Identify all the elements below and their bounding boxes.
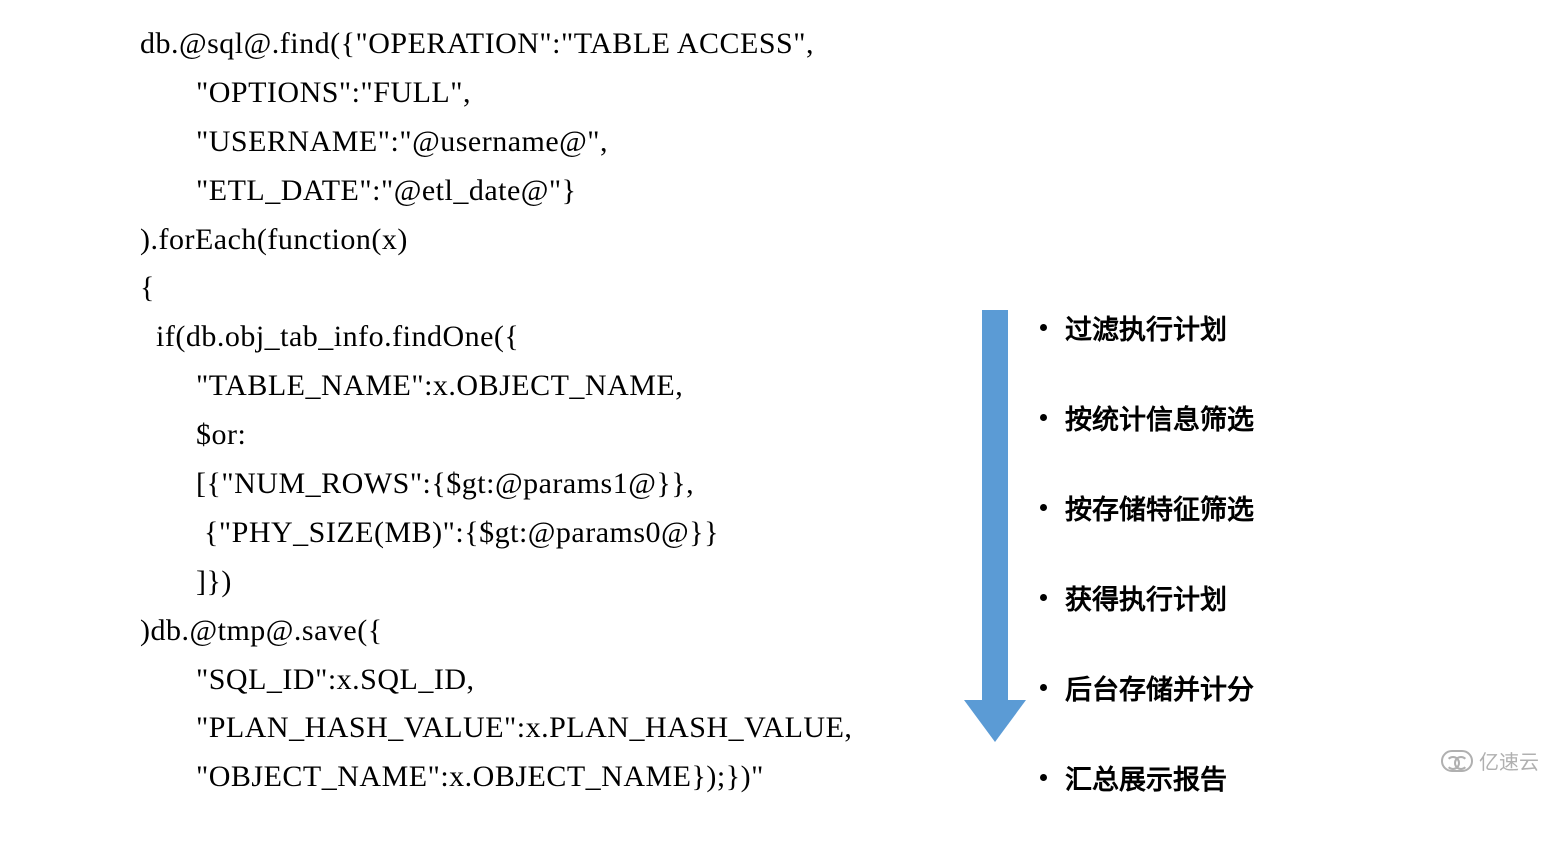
arrow-shaft <box>982 310 1008 705</box>
code-line: )db.@tmp@.save({ <box>140 614 383 647</box>
step-label: 按统计信息筛选 <box>1065 398 1254 437</box>
step-label: 过滤执行计划 <box>1065 308 1227 347</box>
code-line: { <box>140 271 155 304</box>
step-item: 获得执行计划 <box>1040 578 1254 617</box>
code-line: ).forEach(function(x) <box>140 223 408 256</box>
code-line: "PLAN_HASH_VALUE":x.PLAN_HASH_VALUE, <box>140 711 852 744</box>
code-line: $or: <box>140 418 246 451</box>
code-line: {"PHY_SIZE(MB)":{$gt:@params0@}} <box>140 516 719 549</box>
bullet-icon <box>1040 504 1047 511</box>
step-label: 后台存储并计分 <box>1065 668 1254 707</box>
code-line: "TABLE_NAME":x.OBJECT_NAME, <box>140 369 683 402</box>
steps-list: 过滤执行计划 按统计信息筛选 按存储特征筛选 获得执行计划 后台存储并计分 汇总… <box>1040 308 1254 848</box>
watermark: 亿速云 <box>1441 746 1539 775</box>
step-item: 按统计信息筛选 <box>1040 398 1254 437</box>
code-line: "OBJECT_NAME":x.OBJECT_NAME});})" <box>140 760 764 793</box>
bullet-icon <box>1040 774 1047 781</box>
code-line: db.@sql@.find({"OPERATION":"TABLE ACCESS… <box>140 27 814 60</box>
bullet-icon <box>1040 684 1047 691</box>
code-line: [{"NUM_ROWS":{$gt:@params1@}}, <box>140 467 694 500</box>
step-item: 汇总展示报告 <box>1040 758 1254 797</box>
step-item: 按存储特征筛选 <box>1040 488 1254 527</box>
watermark-text: 亿速云 <box>1479 746 1539 775</box>
bullet-icon <box>1040 414 1047 421</box>
code-line: "OPTIONS":"FULL", <box>140 76 471 109</box>
step-item: 后台存储并计分 <box>1040 668 1254 707</box>
code-block: db.@sql@.find({"OPERATION":"TABLE ACCESS… <box>140 20 852 802</box>
step-label: 按存储特征筛选 <box>1065 488 1254 527</box>
step-label: 获得执行计划 <box>1065 578 1227 617</box>
cloud-icon <box>1441 750 1473 772</box>
step-label: 汇总展示报告 <box>1065 758 1227 797</box>
flow-arrow <box>970 310 1020 740</box>
bullet-icon <box>1040 324 1047 331</box>
code-line: ]}) <box>140 565 232 598</box>
bullet-icon <box>1040 594 1047 601</box>
code-line: "SQL_ID":x.SQL_ID, <box>140 663 475 696</box>
code-line: if(db.obj_tab_info.findOne({ <box>140 320 519 353</box>
step-item: 过滤执行计划 <box>1040 308 1254 347</box>
code-line: "USERNAME":"@username@", <box>140 125 608 158</box>
code-line: "ETL_DATE":"@etl_date@"} <box>140 174 577 207</box>
arrow-head-icon <box>964 700 1026 742</box>
